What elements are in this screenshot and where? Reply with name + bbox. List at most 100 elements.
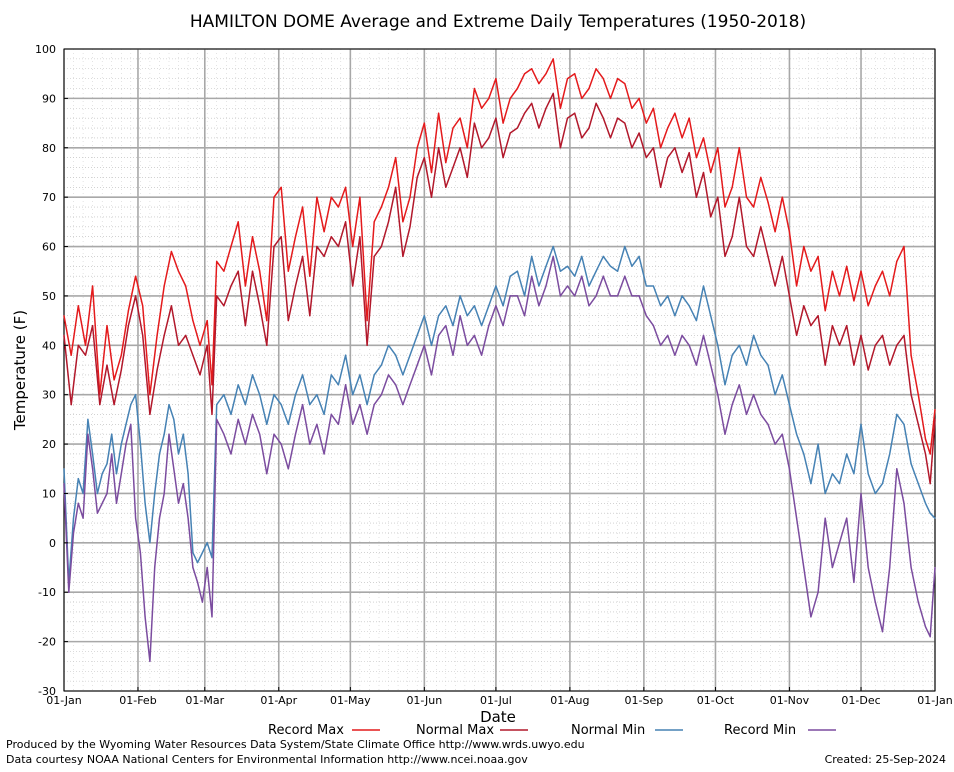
data-point-record-min <box>395 384 397 386</box>
data-point-record-max <box>760 176 762 178</box>
data-point-normal-max <box>688 152 690 154</box>
data-point-record-max <box>874 285 876 287</box>
data-point-record-min <box>144 616 146 618</box>
data-point-normal-max <box>237 270 239 272</box>
data-point-record-max <box>889 295 891 297</box>
data-point-normal-min <box>259 394 261 396</box>
data-point-record-max <box>631 107 633 109</box>
data-point-normal-min <box>934 517 936 519</box>
data-point-record-min <box>201 601 203 603</box>
data-point-record-max <box>838 295 841 297</box>
data-point-normal-min <box>223 394 225 396</box>
data-point-normal-max <box>120 369 122 371</box>
data-point-record-min <box>216 418 218 420</box>
data-point-normal-max <box>574 112 576 114</box>
data-point-record-min <box>359 404 361 406</box>
data-point-normal-min <box>395 354 397 356</box>
data-point-normal-max <box>867 369 869 371</box>
data-point-record-max <box>660 147 662 149</box>
data-point-record-max <box>387 186 390 188</box>
data-point-normal-min <box>96 492 98 495</box>
data-point-record-min <box>409 384 411 386</box>
data-point-normal-min <box>402 374 404 376</box>
data-point-record-min <box>781 433 783 435</box>
data-point-record-max <box>495 78 497 80</box>
data-point-normal-max <box>452 166 454 169</box>
data-point-normal-min <box>201 552 203 554</box>
data-point-record-min <box>874 601 876 603</box>
data-point-normal-min <box>559 270 562 272</box>
data-point-record-min <box>77 502 79 504</box>
data-point-record-min <box>516 295 519 297</box>
data-point-normal-max <box>302 255 304 257</box>
legend-item-normal-min: Normal Min <box>571 723 683 738</box>
data-point-record-min <box>860 492 862 495</box>
data-point-record-min <box>416 364 418 366</box>
data-point-record-min <box>345 384 347 386</box>
y-tick-label: -10 <box>38 586 56 599</box>
data-point-record-max <box>438 112 440 114</box>
data-point-normal-min <box>652 285 655 287</box>
data-point-record-max <box>409 196 411 198</box>
data-point-record-min <box>531 275 533 277</box>
data-point-record-max <box>266 320 268 322</box>
data-point-normal-min <box>452 325 454 327</box>
data-point-record-min <box>237 418 239 420</box>
data-point-record-min <box>624 275 626 277</box>
data-point-record-max <box>185 285 187 287</box>
data-point-record-max <box>120 354 122 356</box>
data-point-normal-min <box>881 483 884 485</box>
data-point-normal-max <box>552 92 554 94</box>
data-point-record-min <box>154 566 156 569</box>
data-point-record-min <box>581 275 583 277</box>
data-point-normal-min <box>481 325 483 327</box>
data-point-record-max <box>337 206 339 208</box>
x-tick-label: 01-Mar <box>185 694 224 707</box>
data-point-record-min <box>387 374 390 376</box>
data-point-record-max <box>774 231 776 233</box>
data-point-record-max <box>352 245 354 248</box>
data-point-record-min <box>316 423 318 425</box>
data-point-record-min <box>106 492 108 495</box>
data-point-normal-min <box>516 270 519 272</box>
data-point-record-max <box>681 137 683 139</box>
data-point-record-min <box>488 325 490 327</box>
series-line-record-min <box>63 255 936 663</box>
data-point-normal-min <box>788 404 791 406</box>
data-point-normal-min <box>846 453 848 455</box>
data-point-record-max <box>481 107 483 109</box>
data-point-record-max <box>323 231 325 233</box>
data-point-record-max <box>524 73 526 75</box>
created-date: Created: 25-Sep-2024 <box>825 753 946 766</box>
data-point-normal-min <box>695 320 698 322</box>
data-point-normal-max <box>581 137 583 139</box>
data-point-normal-max <box>609 137 612 139</box>
data-point-record-max <box>846 265 848 267</box>
data-point-record-min <box>101 502 103 504</box>
data-point-normal-min <box>330 374 332 376</box>
data-point-normal-max <box>667 157 669 159</box>
x-axis-ticks: 01-Jan 01-Feb 01-Mar 01-Apr 01-May 01-Jun 01-J… <box>46 687 953 707</box>
data-point-normal-min <box>796 433 798 435</box>
data-point-record-min <box>63 483 65 485</box>
data-point-normal-max <box>387 221 390 223</box>
data-point-record-max <box>724 206 726 208</box>
x-tick-label: 01-Jul <box>480 694 512 707</box>
data-point-normal-min <box>380 364 382 366</box>
data-point-record-min <box>158 517 161 519</box>
data-point-normal-min <box>767 364 769 366</box>
data-point-normal-min <box>149 542 151 544</box>
data-point-normal-min <box>624 245 626 248</box>
data-point-normal-min <box>617 270 619 272</box>
data-point-record-max <box>77 305 79 307</box>
data-point-record-min <box>380 394 382 396</box>
data-point-normal-max <box>903 334 905 336</box>
data-point-record-max <box>106 325 108 327</box>
data-point-normal-max <box>652 147 655 149</box>
data-point-normal-min <box>702 285 705 287</box>
data-point-record-min <box>674 354 676 356</box>
data-point-normal-min <box>531 255 533 257</box>
x-tick-label: 01-Dec <box>841 694 880 707</box>
data-point-normal-min <box>287 423 289 425</box>
